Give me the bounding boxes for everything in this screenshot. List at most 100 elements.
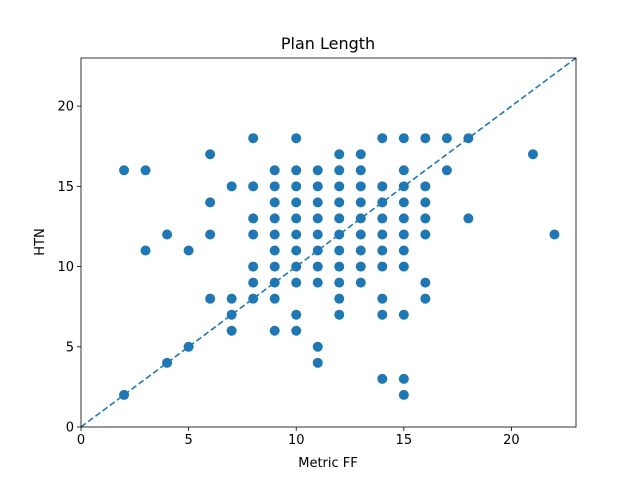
data-point	[398, 389, 409, 400]
data-point	[334, 277, 345, 288]
data-point	[119, 165, 130, 176]
data-point	[269, 165, 280, 176]
data-point	[377, 181, 388, 192]
data-point	[463, 213, 474, 224]
x-tick-label: 15	[396, 433, 413, 448]
data-point	[312, 277, 323, 288]
data-point	[269, 245, 280, 256]
data-point	[312, 229, 323, 240]
data-point	[291, 165, 302, 176]
data-point	[269, 261, 280, 272]
data-point	[355, 229, 366, 240]
data-point	[291, 181, 302, 192]
data-point	[334, 149, 345, 160]
data-point	[334, 293, 345, 304]
reference-line	[80, 57, 577, 428]
data-point	[205, 149, 216, 160]
data-point	[377, 373, 388, 384]
data-point	[226, 325, 237, 336]
data-point	[312, 197, 323, 208]
data-point	[312, 357, 323, 368]
data-point	[398, 213, 409, 224]
data-point	[398, 165, 409, 176]
data-point	[398, 245, 409, 256]
x-tick-label: 10	[288, 433, 305, 448]
data-point	[398, 229, 409, 240]
data-point	[398, 373, 409, 384]
data-point	[355, 197, 366, 208]
chart-title: Plan Length	[281, 34, 375, 53]
data-point	[248, 261, 259, 272]
data-point	[312, 165, 323, 176]
data-point	[420, 293, 431, 304]
y-tick-label: 0	[66, 421, 74, 436]
data-point	[355, 245, 366, 256]
axes-frame	[80, 57, 577, 428]
data-point	[334, 245, 345, 256]
data-point	[312, 341, 323, 352]
data-point	[377, 229, 388, 240]
data-point	[269, 181, 280, 192]
data-point	[248, 213, 259, 224]
data-point	[248, 277, 259, 288]
data-point	[183, 245, 194, 256]
data-point	[291, 309, 302, 320]
data-point	[269, 325, 280, 336]
data-point	[291, 325, 302, 336]
data-point	[398, 309, 409, 320]
data-point	[549, 229, 560, 240]
x-tick-label: 0	[77, 433, 85, 448]
data-point	[205, 229, 216, 240]
data-point	[269, 229, 280, 240]
data-point	[355, 165, 366, 176]
data-point	[312, 261, 323, 272]
data-point	[420, 229, 431, 240]
data-point	[355, 181, 366, 192]
data-point	[334, 181, 345, 192]
data-point	[441, 165, 452, 176]
y-axis-ticks: 0 5 10 15 20	[57, 100, 81, 436]
x-axis-label: Metric FF	[298, 456, 358, 471]
data-point	[334, 213, 345, 224]
y-tick-label: 10	[57, 260, 74, 275]
data-point	[355, 149, 366, 160]
data-point	[334, 261, 345, 272]
data-point	[355, 261, 366, 272]
data-point	[398, 133, 409, 144]
data-point	[527, 149, 538, 160]
data-point	[355, 277, 366, 288]
y-tick-label: 15	[57, 180, 74, 195]
data-point	[398, 197, 409, 208]
y-axis-label: HTN	[33, 228, 48, 255]
data-point	[291, 245, 302, 256]
data-point	[269, 213, 280, 224]
data-point	[248, 229, 259, 240]
data-point	[248, 133, 259, 144]
data-point	[312, 181, 323, 192]
data-point	[377, 293, 388, 304]
data-point	[377, 245, 388, 256]
y-tick-label: 20	[57, 100, 74, 115]
data-point	[420, 277, 431, 288]
data-point	[377, 261, 388, 272]
data-point	[226, 181, 237, 192]
data-point	[334, 197, 345, 208]
data-point	[140, 165, 151, 176]
data-point	[420, 197, 431, 208]
data-point	[205, 197, 216, 208]
data-point	[162, 229, 173, 240]
plot-marks	[80, 57, 577, 428]
data-point	[312, 213, 323, 224]
data-point	[377, 213, 388, 224]
data-point	[226, 293, 237, 304]
data-point	[248, 181, 259, 192]
data-point	[334, 165, 345, 176]
data-point	[291, 197, 302, 208]
data-point	[291, 213, 302, 224]
data-point	[398, 261, 409, 272]
data-point	[441, 133, 452, 144]
data-point	[291, 133, 302, 144]
